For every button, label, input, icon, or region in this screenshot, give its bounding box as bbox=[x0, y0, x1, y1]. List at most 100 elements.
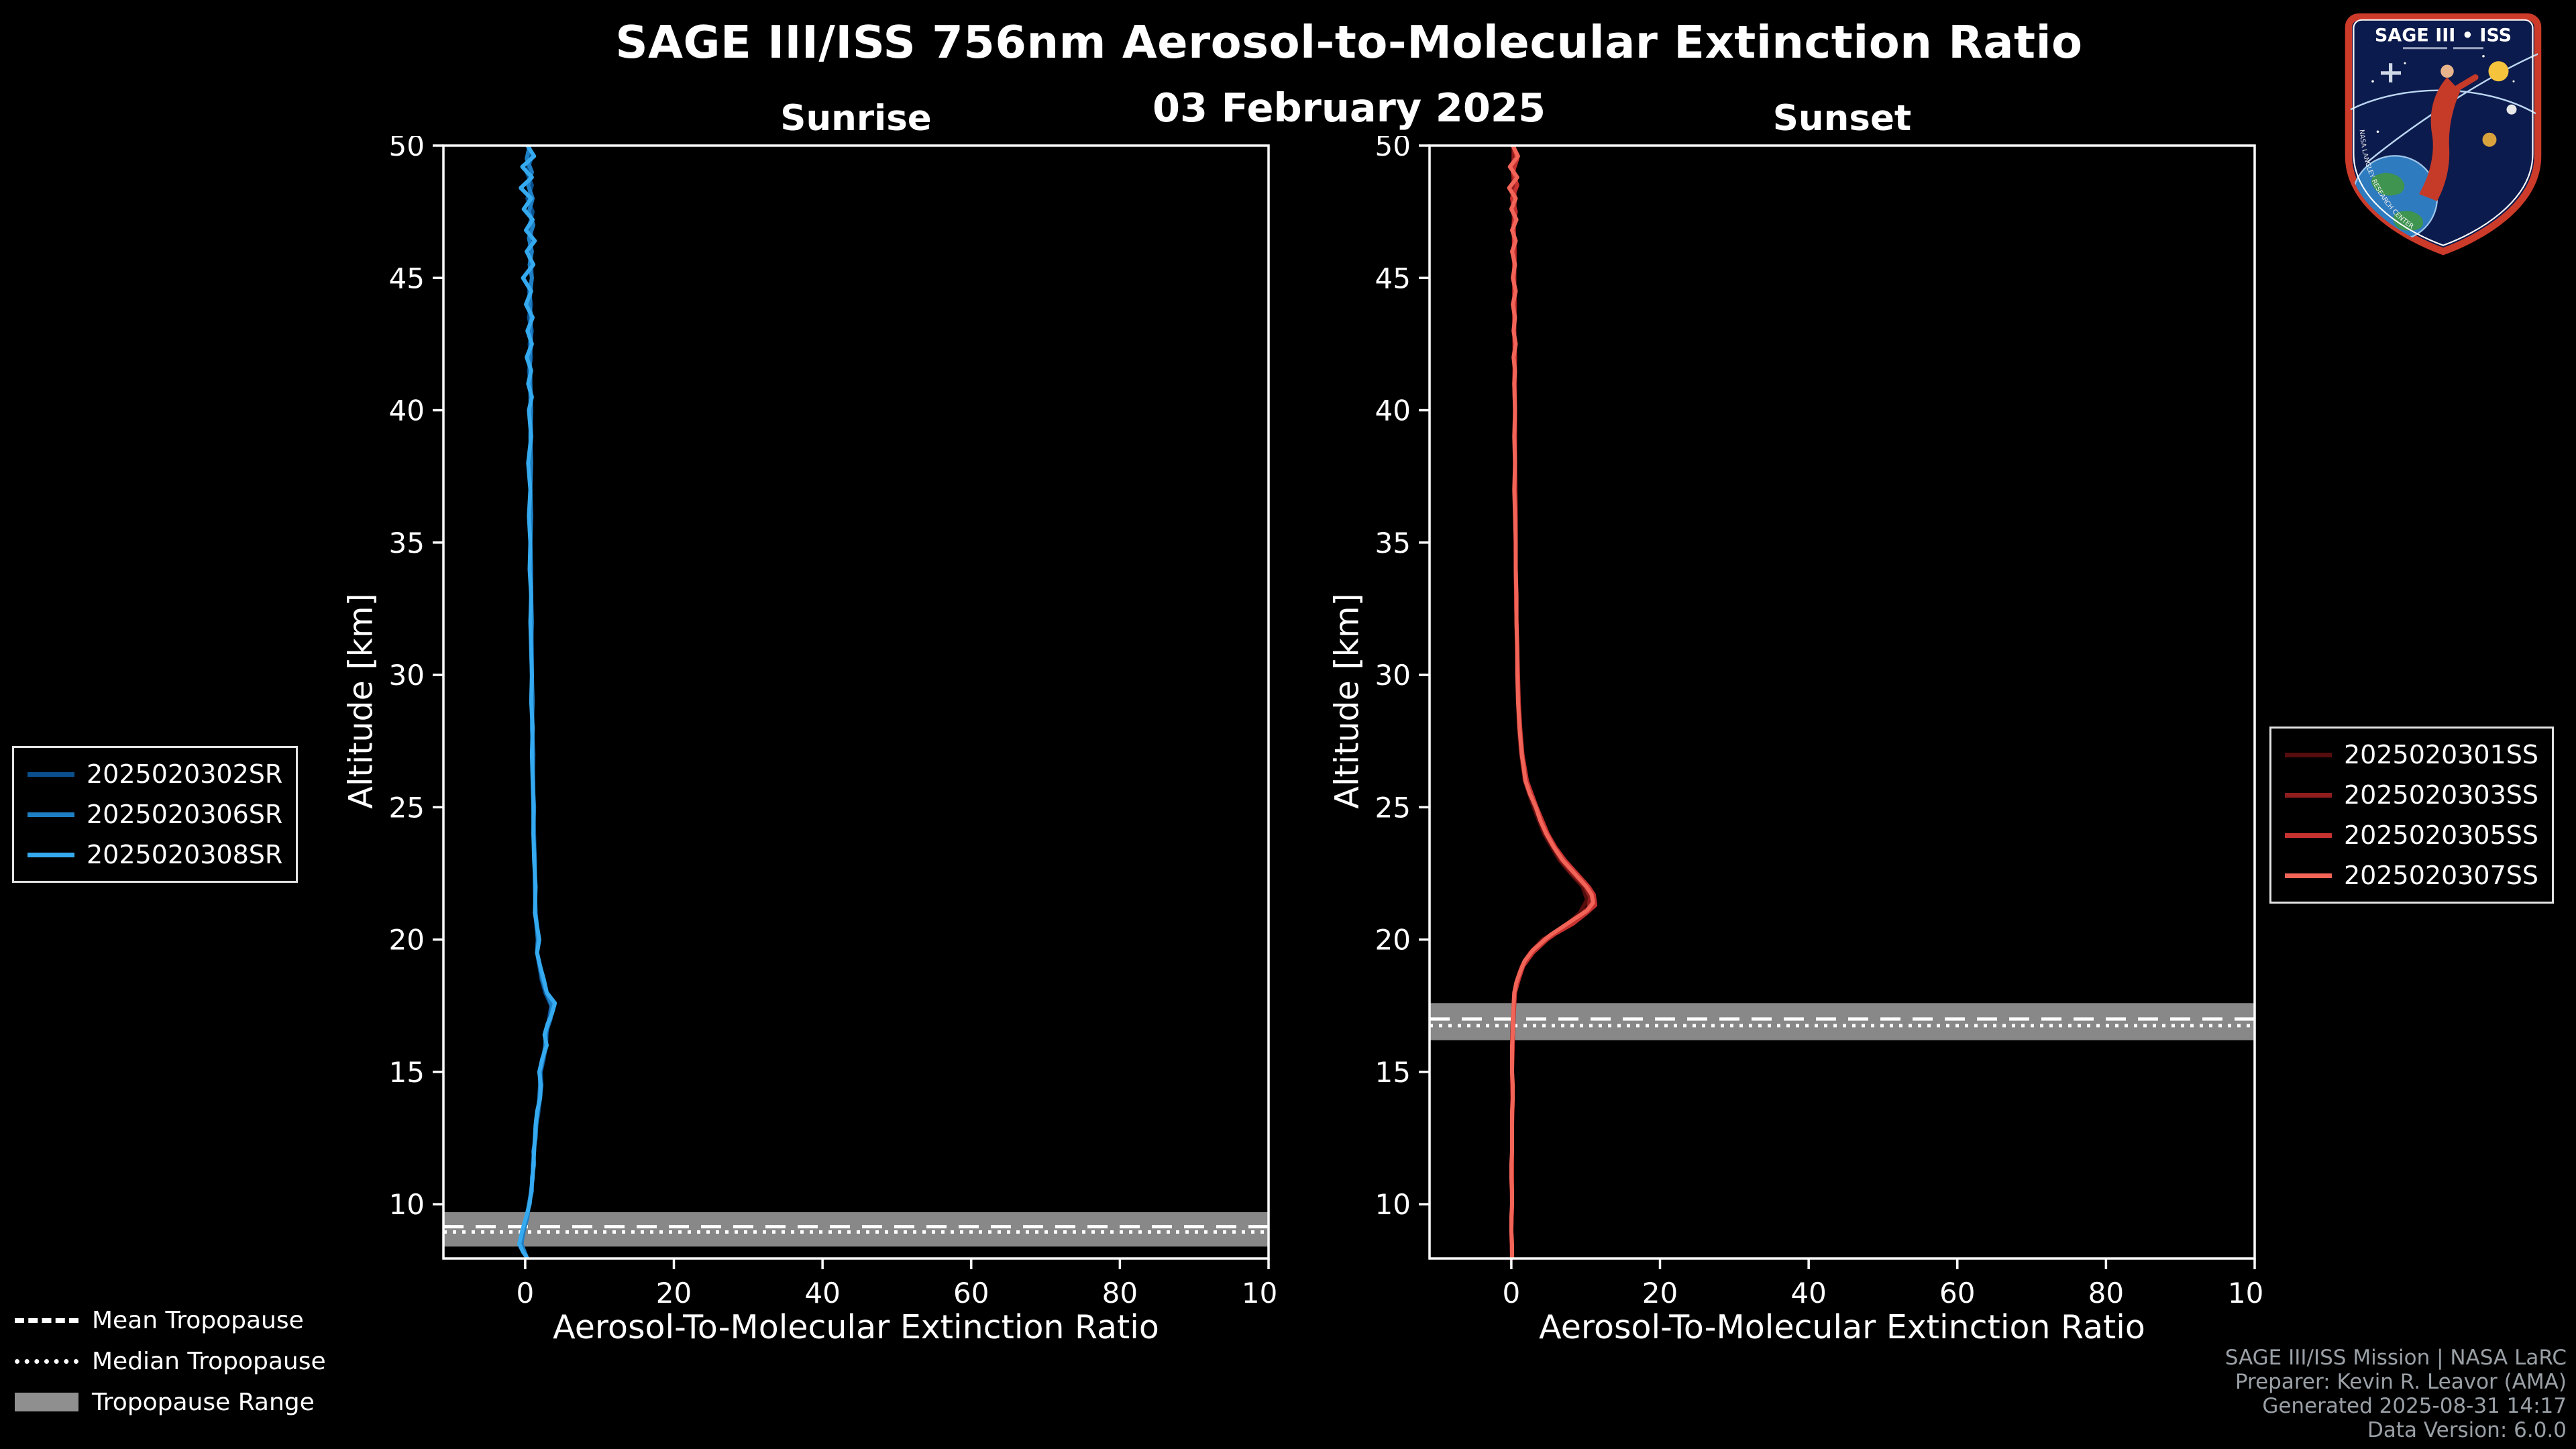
credit-generated: Generated 2025-08-31 14:17 bbox=[2262, 1394, 2567, 1418]
x-tick-label: 80 bbox=[1102, 1277, 1138, 1309]
plot-border bbox=[1428, 144, 2256, 1260]
legend-label: 2025020302SR bbox=[87, 759, 283, 789]
legend-label: 2025020301SS bbox=[2344, 740, 2539, 769]
figure-robe bbox=[2419, 77, 2461, 201]
legend-item-2025020307SS: 2025020307SS bbox=[2285, 857, 2538, 894]
credit-mission: SAGE III/ISS Mission | NASA LaRC bbox=[2224, 1346, 2567, 1370]
x-tick-label: 80 bbox=[2088, 1277, 2124, 1309]
y-tick-label: 30 bbox=[1375, 659, 1411, 692]
y-tick-label: 10 bbox=[1375, 1188, 1411, 1221]
tropopause-range-band bbox=[443, 1212, 1269, 1247]
patch-inner-border bbox=[2353, 19, 2534, 246]
x-tick-label: 20 bbox=[656, 1277, 692, 1309]
sunset-y-axis-label: Altitude [km] bbox=[1328, 593, 1366, 809]
figure-arm bbox=[2442, 74, 2479, 99]
y-tick-label: 45 bbox=[1375, 262, 1411, 294]
sunset-legend: 2025020301SS 2025020303SS 2025020305SS 2025… bbox=[2269, 727, 2555, 904]
credit-preparer: Preparer: Kevin R. Leavor (AMA) bbox=[2235, 1370, 2567, 1394]
sunrise-panel-title: Sunrise bbox=[780, 98, 932, 139]
legend-label: 2025020305SS bbox=[2344, 820, 2539, 850]
median-tropopause-dotted-swatch bbox=[15, 1358, 78, 1364]
planet-icon bbox=[2506, 104, 2517, 115]
series-2025020308SR bbox=[517, 146, 557, 1258]
tropopause-range-label: Tropopause Range bbox=[92, 1388, 315, 1416]
legend-item-2025020303SS: 2025020303SS bbox=[2285, 777, 2538, 813]
x-tick-label: 20 bbox=[1642, 1277, 1678, 1309]
y-tick-label: 20 bbox=[389, 924, 425, 957]
plot-border bbox=[442, 144, 1270, 1260]
legend-item-2025020306SR: 2025020306SR bbox=[28, 796, 282, 833]
series-2025020307SS bbox=[1507, 146, 1595, 1258]
y-tick-label: 35 bbox=[389, 527, 425, 559]
legend-label: 2025020307SS bbox=[2344, 861, 2539, 890]
y-tick-label: 40 bbox=[389, 394, 425, 427]
planet-2-icon bbox=[2482, 132, 2497, 147]
series-2025020301SS bbox=[1509, 146, 1589, 1258]
x-tick-label: 0 bbox=[517, 1277, 535, 1309]
x-tick-label: 40 bbox=[1790, 1277, 1826, 1309]
x-tick-label: 0 bbox=[1503, 1277, 1521, 1309]
sun-icon bbox=[2488, 61, 2509, 82]
x-tick-label: 40 bbox=[804, 1277, 840, 1309]
y-tick-label: 15 bbox=[389, 1056, 425, 1089]
legend-label: 2025020306SR bbox=[87, 800, 283, 829]
legend-item-2025020302SR: 2025020302SR bbox=[28, 756, 282, 792]
tropopause-range-swatch bbox=[15, 1393, 78, 1411]
y-tick-label: 15 bbox=[1375, 1056, 1411, 1089]
page-title: SAGE III/ISS 756nm Aerosol-to-Molecular … bbox=[615, 16, 2083, 68]
sunrise-legend: 2025020302SR 2025020306SR 2025020308SR bbox=[12, 746, 299, 883]
mean-tropopause-legend-item: Mean Tropopause bbox=[15, 1304, 326, 1336]
x-tick-label: 60 bbox=[1939, 1277, 1975, 1309]
legend-label: 2025020303SS bbox=[2344, 780, 2539, 810]
sunset-panel-title: Sunset bbox=[1772, 98, 1912, 139]
sage-iii-iss-mission-patch: SAGE III • ISS NASA LANGLEY RESEARCH CEN… bbox=[2345, 13, 2542, 256]
y-tick-label: 30 bbox=[389, 659, 425, 692]
x-tick-label: 100 bbox=[1242, 1277, 1279, 1309]
patch-title: SAGE III • ISS bbox=[2375, 25, 2512, 46]
y-tick-label: 45 bbox=[389, 262, 425, 294]
credits-block: SAGE III/ISS Mission | NASA LaRC Prepare… bbox=[2225, 1346, 2567, 1442]
legend-line-swatch bbox=[28, 812, 74, 817]
mean-tropopause-dashed-swatch bbox=[15, 1318, 78, 1323]
tropopause-range-legend-item: Tropopause Range bbox=[15, 1386, 326, 1418]
y-tick-label: 50 bbox=[1375, 136, 1411, 162]
y-tick-label: 20 bbox=[1375, 924, 1411, 957]
legend-label: 2025020308SR bbox=[87, 840, 283, 869]
sunrise-y-axis-label: Altitude [km] bbox=[341, 593, 380, 809]
series-2025020303SS bbox=[1509, 146, 1593, 1258]
tropopause-range-band bbox=[1430, 1003, 2255, 1040]
sunset-plot: 0 20 40 60 80 100 10 15 20 25 30 35 40 45 50 bbox=[1329, 129, 2282, 1342]
legend-line-swatch bbox=[2285, 792, 2332, 798]
x-tick-label: 60 bbox=[953, 1277, 989, 1309]
median-tropopause-legend-item: Median Tropopause bbox=[15, 1345, 326, 1377]
legend-line-swatch bbox=[2285, 833, 2332, 838]
tropopause-legend: Mean Tropopause Median Tropopause Tropop… bbox=[15, 1304, 326, 1418]
sunrise-plot: 0 20 40 60 80 100 10 15 20 25 30 35 40 45 50 bbox=[343, 129, 1296, 1342]
median-tropopause-label: Median Tropopause bbox=[92, 1347, 326, 1375]
x-tick-label: 100 bbox=[2228, 1277, 2265, 1309]
date-subtitle: 03 February 2025 bbox=[1152, 85, 1546, 131]
y-tick-label: 25 bbox=[1375, 791, 1411, 824]
iss-icon-truss bbox=[2389, 63, 2393, 83]
legend-line-swatch bbox=[28, 852, 74, 857]
y-tick-label: 40 bbox=[1375, 394, 1411, 427]
y-tick-label: 10 bbox=[389, 1188, 425, 1221]
y-tick-label: 50 bbox=[389, 136, 425, 162]
series-2025020306SR bbox=[519, 146, 554, 1258]
series-2025020305SS bbox=[1509, 146, 1598, 1258]
legend-item-2025020308SR: 2025020308SR bbox=[28, 837, 282, 873]
sunrise-x-axis-label: Aerosol-To-Molecular Extinction Ratio bbox=[553, 1308, 1159, 1346]
mean-tropopause-label: Mean Tropopause bbox=[92, 1306, 304, 1334]
legend-item-2025020301SS: 2025020301SS bbox=[2285, 737, 2538, 773]
legend-line-swatch bbox=[2285, 873, 2332, 878]
series-2025020302SR bbox=[519, 146, 553, 1258]
legend-item-2025020305SS: 2025020305SS bbox=[2285, 817, 2538, 853]
legend-line-swatch bbox=[2285, 752, 2332, 757]
y-tick-label: 25 bbox=[389, 791, 425, 824]
figure-head bbox=[2440, 64, 2454, 78]
sunset-x-axis-label: Aerosol-To-Molecular Extinction Ratio bbox=[1539, 1308, 2145, 1346]
earth-landmass-2 bbox=[2393, 211, 2423, 231]
credit-data-version: Data Version: 6.0.0 bbox=[2367, 1418, 2567, 1442]
earth-landmass bbox=[2371, 172, 2405, 196]
